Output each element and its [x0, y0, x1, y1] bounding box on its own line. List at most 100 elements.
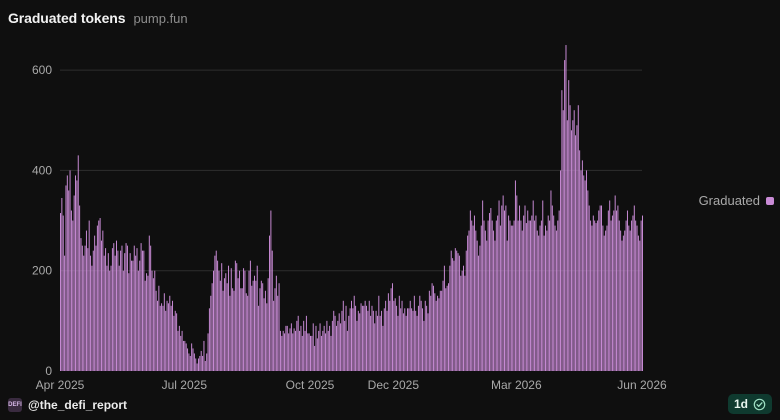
- bar: [549, 220, 551, 371]
- bar: [531, 215, 533, 371]
- bar: [327, 330, 329, 371]
- bar: [426, 305, 428, 371]
- bar: [128, 273, 130, 371]
- bar: [494, 240, 496, 371]
- bar: [344, 320, 346, 371]
- interval-badge[interactable]: 1d: [727, 394, 772, 414]
- bar: [460, 275, 462, 371]
- bar: [196, 363, 198, 371]
- bar: [353, 295, 355, 371]
- bar: [154, 270, 156, 371]
- bar: [335, 325, 337, 371]
- bar: [614, 195, 616, 371]
- bar: [482, 200, 484, 371]
- bar: [326, 320, 328, 371]
- bar: [514, 180, 516, 371]
- bar: [245, 293, 247, 371]
- bar: [256, 265, 258, 371]
- bar: [407, 308, 408, 371]
- bar: [303, 320, 305, 371]
- bar: [364, 300, 366, 371]
- bar: [513, 220, 515, 371]
- bar: [413, 295, 415, 371]
- author-handle: @the_defi_report: [28, 398, 128, 412]
- bar: [226, 283, 228, 371]
- bar: [543, 235, 545, 371]
- bar: [441, 290, 443, 371]
- bar: [187, 348, 189, 371]
- bar: [282, 330, 284, 371]
- chart-subtitle: pump.fun: [133, 11, 188, 26]
- bar: [218, 270, 220, 371]
- bar: [360, 303, 362, 371]
- bar: [165, 310, 167, 371]
- bar: [427, 313, 429, 371]
- bar: [159, 305, 161, 371]
- x-tick-label: Oct 2025: [286, 378, 335, 392]
- bar: [375, 310, 377, 371]
- bar: [357, 310, 359, 371]
- bar: [625, 220, 627, 371]
- bar: [490, 208, 492, 371]
- bar: [464, 275, 466, 371]
- bar: [588, 205, 590, 371]
- bar: [519, 205, 521, 371]
- bar: [613, 210, 615, 371]
- bar: [337, 320, 339, 371]
- bar: [234, 260, 236, 371]
- bar: [379, 315, 381, 371]
- bar: [361, 305, 363, 371]
- bar: [84, 245, 86, 371]
- bar: [188, 353, 190, 371]
- bar: [240, 288, 242, 371]
- bar: [465, 250, 467, 371]
- bar: [163, 293, 165, 371]
- bar: [385, 300, 387, 371]
- bar: [99, 218, 101, 371]
- bar: [255, 280, 257, 371]
- bar: [230, 268, 232, 371]
- x-tick-label: Jun 2026: [617, 378, 667, 392]
- bar: [484, 230, 486, 371]
- bar: [237, 278, 239, 371]
- bar: [75, 175, 77, 371]
- bar: [572, 120, 574, 371]
- bar: [252, 280, 254, 371]
- bar: [334, 315, 336, 371]
- bar: [438, 298, 440, 371]
- bar: [110, 265, 112, 371]
- bar: [281, 335, 283, 371]
- bar: [248, 270, 250, 371]
- bar: [331, 320, 333, 371]
- bar: [301, 335, 303, 371]
- bar: [61, 197, 63, 371]
- check-circle-icon: [753, 398, 766, 410]
- bar: [316, 338, 318, 371]
- bar: [348, 315, 350, 371]
- legend[interactable]: Graduated: [699, 193, 774, 208]
- bar: [229, 295, 231, 371]
- bar: [320, 335, 322, 371]
- bar: [150, 245, 152, 371]
- bar: [371, 305, 373, 371]
- bar: [389, 300, 391, 371]
- bar: [293, 328, 295, 371]
- bar: [148, 235, 150, 371]
- bar: [135, 255, 137, 371]
- bar: [502, 195, 504, 371]
- bar: [605, 230, 607, 371]
- bar: [249, 260, 251, 371]
- bar: [152, 278, 154, 371]
- bar: [448, 283, 449, 371]
- bar: [637, 235, 639, 371]
- bar: [271, 250, 273, 371]
- bar: [529, 220, 531, 371]
- bar: [185, 343, 187, 371]
- bar: [69, 170, 71, 371]
- bar: [141, 250, 143, 371]
- bar: [512, 225, 514, 371]
- bar: [632, 215, 634, 371]
- bar: [311, 335, 313, 371]
- bar: [609, 200, 611, 371]
- bar: [129, 253, 131, 371]
